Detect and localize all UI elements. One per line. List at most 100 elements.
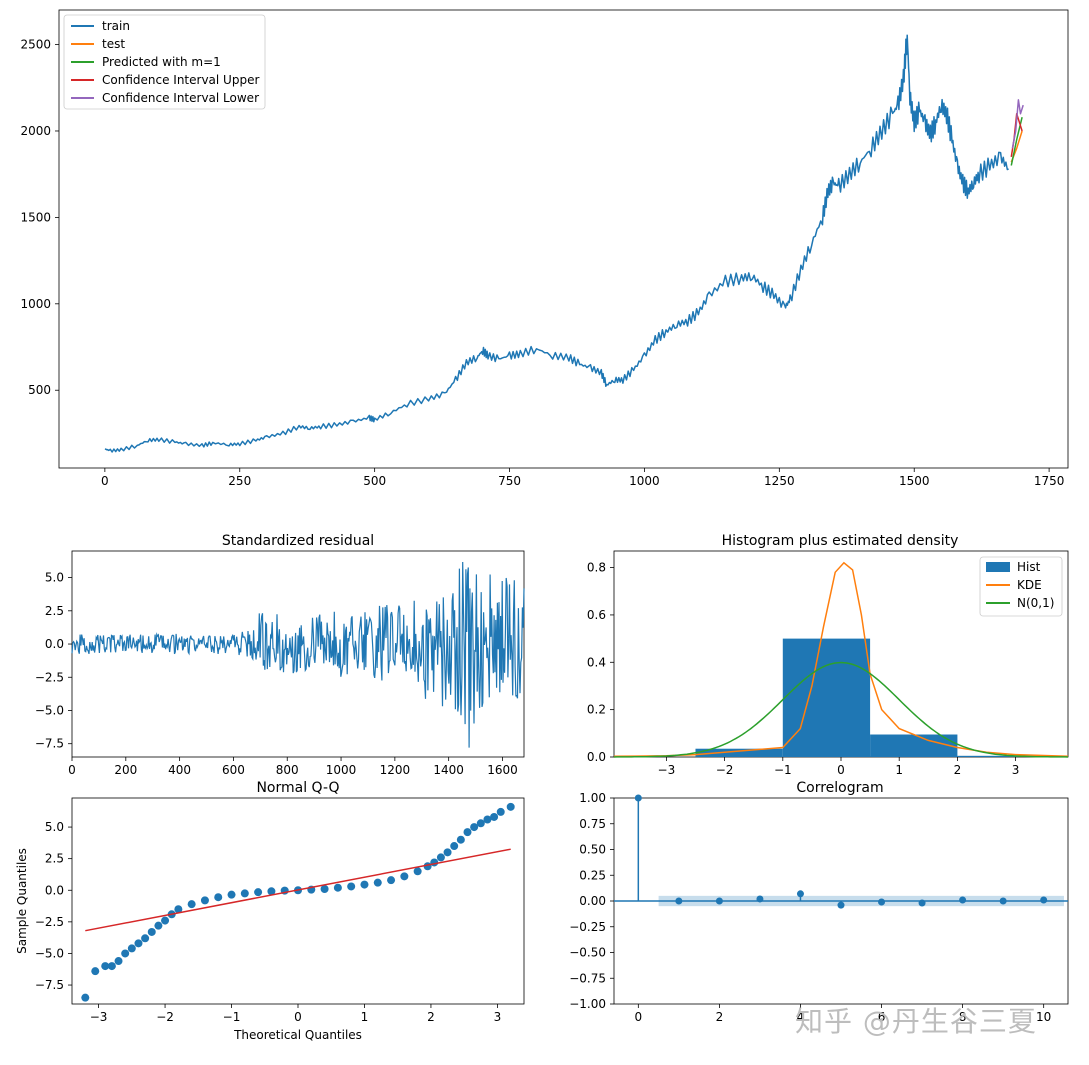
qq-point-42 [490, 812, 499, 821]
hist-bar-1 [782, 638, 871, 757]
qq-point-10 [154, 921, 163, 930]
residual-xtick-label: 200 [114, 763, 137, 777]
residual-xtick-label: 1000 [326, 763, 357, 777]
qq-xtick-label: 3 [494, 1010, 502, 1024]
acf-xtick-label: 8 [959, 1010, 967, 1024]
legend-label-2: N(0,1) [1017, 596, 1054, 610]
price-xtick-label: 1750 [1034, 474, 1065, 488]
residual-title: Standardized residual [222, 533, 374, 549]
legend-label-0: Hist [1017, 560, 1041, 574]
correlogram-axis-ticks: 0 2 4 6 8 10 −1.00 −0.75 −0.50 −0.25 0.00 0.25 0.50 0… [569, 791, 1051, 1024]
acf-point-6 [878, 898, 886, 906]
residual-ytick-label: 0.0 [45, 637, 64, 651]
acf-point-1 [675, 897, 683, 905]
acf-ytick-label: −1.00 [569, 997, 606, 1011]
acf-xtick-label: 0 [635, 1010, 643, 1024]
acf-ytick-label: 0.50 [579, 843, 606, 857]
hist-ytick-label: 0.8 [587, 561, 606, 575]
legend-label-2: Predicted with m=1 [102, 55, 221, 69]
qq-point-33 [430, 858, 439, 867]
residual-xtick-label: 600 [222, 763, 245, 777]
price-ytick-label: 1000 [20, 297, 51, 311]
residual-xtick-label: 1600 [487, 763, 518, 777]
acf-point-0 [634, 794, 642, 802]
normal-qq-chart: Normal Q-Q −3 −2 −1 0 1 2 3 −7.5 −5.0 −2.5 0.0 2.5 5… [15, 780, 525, 1042]
hist-ytick-label: 0.0 [587, 750, 606, 764]
qq-ytick-label: −5.0 [35, 946, 64, 960]
qq-point-19 [254, 888, 263, 897]
qq-point-40 [476, 819, 485, 828]
histogram-legend: Hist KDE N(0,1) [979, 556, 1063, 617]
hist-bar-0 [695, 748, 783, 757]
residual-ytick-label: 5.0 [45, 571, 64, 585]
legend-label-1: test [102, 37, 125, 51]
hist-ytick-label: 0.2 [587, 703, 606, 717]
qq-point-1 [91, 967, 100, 976]
qq-point-2 [101, 962, 110, 971]
watermark: 知乎 @丹生谷三夏 [795, 1005, 1037, 1038]
series-line-4 [1011, 99, 1024, 149]
qq-point-20 [267, 887, 276, 896]
price-xtick-label: 500 [363, 474, 386, 488]
acf-ytick-label: −0.50 [569, 946, 606, 960]
histogram-density-chart: Histogram plus estimated density −3 −2 −1 0… [587, 533, 1069, 777]
acf-point-4 [796, 890, 804, 898]
residual-xtick-label: 400 [168, 763, 191, 777]
acf-ytick-label: −0.25 [569, 920, 606, 934]
residual-ytick-label: −7.5 [35, 737, 64, 751]
qq-point-25 [333, 883, 342, 892]
legend-swatch-0 [986, 562, 1010, 572]
qq-point-5 [121, 949, 130, 958]
qq-ytick-label: 2.5 [45, 852, 64, 866]
qq-xtick-label: 0 [294, 1010, 302, 1024]
qq-ytick-label: 0.0 [45, 883, 64, 897]
hist-xtick-label: −3 [658, 763, 676, 777]
qq-point-35 [443, 848, 452, 857]
qq-ytick-label: 5.0 [45, 820, 64, 834]
qq-point-6 [127, 944, 136, 953]
qq-point-34 [436, 853, 445, 862]
price-xtick-label: 1500 [899, 474, 930, 488]
qq-point-11 [161, 916, 170, 925]
acf-xtick-label: 4 [797, 1010, 805, 1024]
acf-point-3 [756, 895, 764, 903]
hist-xtick-label: 3 [1012, 763, 1020, 777]
residual-axis-ticks: 0 200 400 600 800 1000 1200 1400 1600 −7.5 −5.0 −2.… [35, 571, 518, 777]
qq-axis-ticks: −3 −2 −1 0 1 2 3 −7.5 −5.0 −2.5 0.0 2.5 5.0 [35, 820, 501, 1024]
histogram-axis-ticks: −3 −2 −1 0 1 2 3 0.0 0.2 0.4 0.6 0.8 [587, 561, 1020, 777]
qq-point-26 [347, 882, 356, 891]
acf-point-9 [999, 897, 1007, 905]
residual-series [71, 561, 525, 748]
acf-point-8 [959, 896, 967, 904]
qq-point-17 [227, 890, 236, 899]
qq-point-38 [463, 828, 472, 837]
qq-xtick-label: −2 [156, 1010, 174, 1024]
qq-point-44 [506, 802, 515, 811]
hist-xtick-label: 1 [895, 763, 903, 777]
hist-xtick-label: 0 [837, 763, 845, 777]
qq-point-29 [387, 876, 396, 885]
price-legend: train test Predicted with m=1 Confidence In… [63, 14, 266, 110]
price-xtick-label: 1000 [629, 474, 660, 488]
residual-xtick-label: 800 [276, 763, 299, 777]
price-series-lines [104, 34, 1024, 453]
price-ytick-label: 2000 [20, 124, 51, 138]
qq-point-13 [174, 905, 183, 914]
price-ytick-label: 1500 [20, 210, 51, 224]
legend-label-0: train [102, 19, 130, 33]
acf-point-5 [837, 901, 845, 909]
density-lines [613, 561, 1069, 758]
acf-point-2 [715, 897, 723, 905]
qq-point-4 [114, 957, 123, 966]
normal-line [613, 661, 1069, 758]
qq-point-15 [200, 896, 209, 905]
price-ytick-label: 500 [28, 383, 51, 397]
qq-point-37 [456, 835, 465, 844]
qq-point-3 [107, 962, 116, 971]
qq-xtick-label: −1 [223, 1010, 241, 1024]
hist-xtick-label: 2 [954, 763, 962, 777]
qq-reference-line [85, 848, 511, 932]
qq-point-7 [134, 939, 143, 948]
price-axis-ticks: 0 250 500 750 1000 1250 1500 1750 500 1000 1500 200… [20, 38, 1064, 488]
